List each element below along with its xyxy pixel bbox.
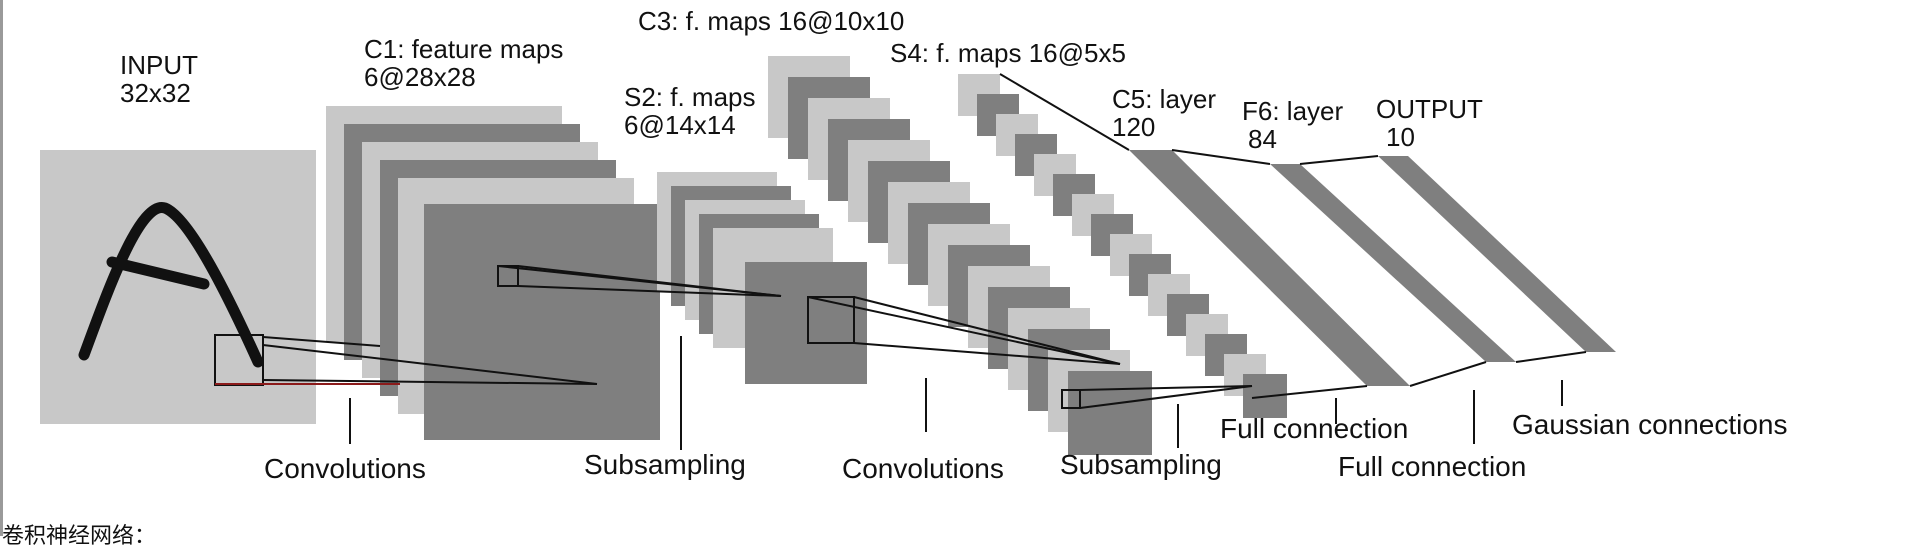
- s2-map: [745, 262, 867, 384]
- output-band: [1378, 156, 1616, 352]
- c1-receptive-field: [497, 265, 519, 287]
- caption-text: 卷积神经网络：: [2, 523, 157, 548]
- f6-layer-name: F6: layer: [1242, 96, 1343, 126]
- input-layer-size: 32x32: [120, 78, 191, 108]
- operation-ticks: [349, 336, 1563, 450]
- conv1-connection-lines: [262, 336, 598, 385]
- s2-layer: S2: f. maps 6@14x14: [624, 82, 867, 384]
- conv2-connection-lines: [807, 296, 1121, 365]
- output-layer-size: 10: [1386, 122, 1415, 152]
- c5-band: [1129, 150, 1410, 386]
- operation-label-gaussian: Gaussian connections: [1512, 409, 1788, 440]
- s2-layer-size: 6@14x14: [624, 110, 736, 140]
- c3-map: [1068, 371, 1152, 455]
- output-layer-name: OUTPUT: [1376, 94, 1483, 124]
- f6-band: [1270, 164, 1516, 362]
- c1-layer-name: C1: feature maps: [364, 34, 563, 64]
- c5-layer-size: 120: [1112, 112, 1155, 142]
- operation-label-subsampling-2: Subsampling: [1060, 449, 1222, 480]
- c1-layer: C1: feature maps 6@28x28: [326, 34, 660, 440]
- c1-map: [424, 204, 660, 440]
- s2-receptive-field: [807, 296, 855, 344]
- input-image: [40, 150, 316, 424]
- s4-layer: [958, 74, 1287, 418]
- fc-layers: [1129, 150, 1616, 386]
- operation-label-convolutions-1: Convolutions: [264, 453, 426, 484]
- s4-layer-name: S4: f. maps 16@5x5: [890, 38, 1126, 68]
- fc-connection-lines: [999, 73, 1587, 399]
- c1-layer-size: 6@28x28: [364, 62, 476, 92]
- sub1-connection-lines: [497, 265, 782, 297]
- operation-label-full-connection-2: Full connection: [1338, 451, 1526, 482]
- s2-layer-name: S2: f. maps: [624, 82, 756, 112]
- input-layer-name: INPUT: [120, 50, 198, 80]
- input-layer: INPUT 32x32: [40, 50, 316, 424]
- c5-layer-name: C5: layer: [1112, 84, 1216, 114]
- f6-layer-size: 84: [1248, 124, 1277, 154]
- c3-receptive-field: [1061, 389, 1081, 409]
- c3-layer-name: C3: f. maps 16@10x10: [638, 6, 904, 36]
- operation-label-full-connection-1: Full connection: [1220, 413, 1408, 444]
- sub2-connection-lines: [1079, 385, 1253, 409]
- page-left-border: [0, 0, 3, 536]
- letter-a-glyph: [78, 202, 264, 368]
- operation-label-convolutions-2: Convolutions: [842, 453, 1004, 484]
- operation-label-subsampling-1: Subsampling: [584, 449, 746, 480]
- lenet-diagram: INPUT 32x32 C1: feature maps 6@28x28 S2:…: [40, 6, 1788, 484]
